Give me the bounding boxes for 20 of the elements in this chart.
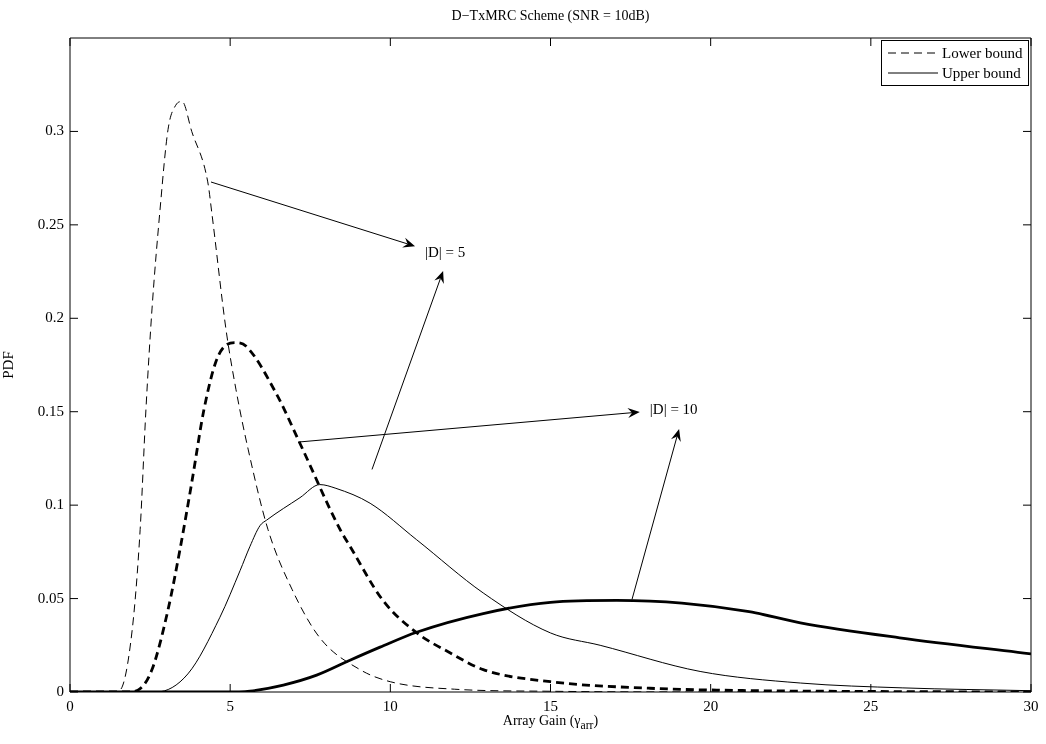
legend-label: Upper bound [942,64,1021,83]
y-tick-label: 0 [56,682,64,699]
y-tick-label: 0.05 [37,589,64,606]
chart-title: D−TxMRC Scheme (SNR = 10dB) [450,8,651,24]
y-tick-label: 0.1 [45,496,64,513]
x-tick-label: 20 [703,697,719,714]
annotation: |D| = 10 [649,400,698,417]
y-tick-label: 0.3 [45,122,64,139]
x-tick-label: 15 [543,697,558,714]
y-tick-label: 0.25 [37,215,64,232]
legend-label: Lower bound [942,44,1023,63]
x-tick-label: 30 [1023,697,1039,714]
x-axis-title: Array Gain (γ$_{arr}$) [501,713,600,732]
annotation: |D| = 5 [424,243,466,260]
y-tick-label: 0.15 [37,402,64,419]
x-tick-label: 10 [382,697,398,714]
x-tick-label: 25 [863,697,879,714]
y-tick-label: 0.2 [45,309,64,326]
x-tick-label: 5 [226,697,234,714]
y-axis-title: PDF [0,351,16,379]
